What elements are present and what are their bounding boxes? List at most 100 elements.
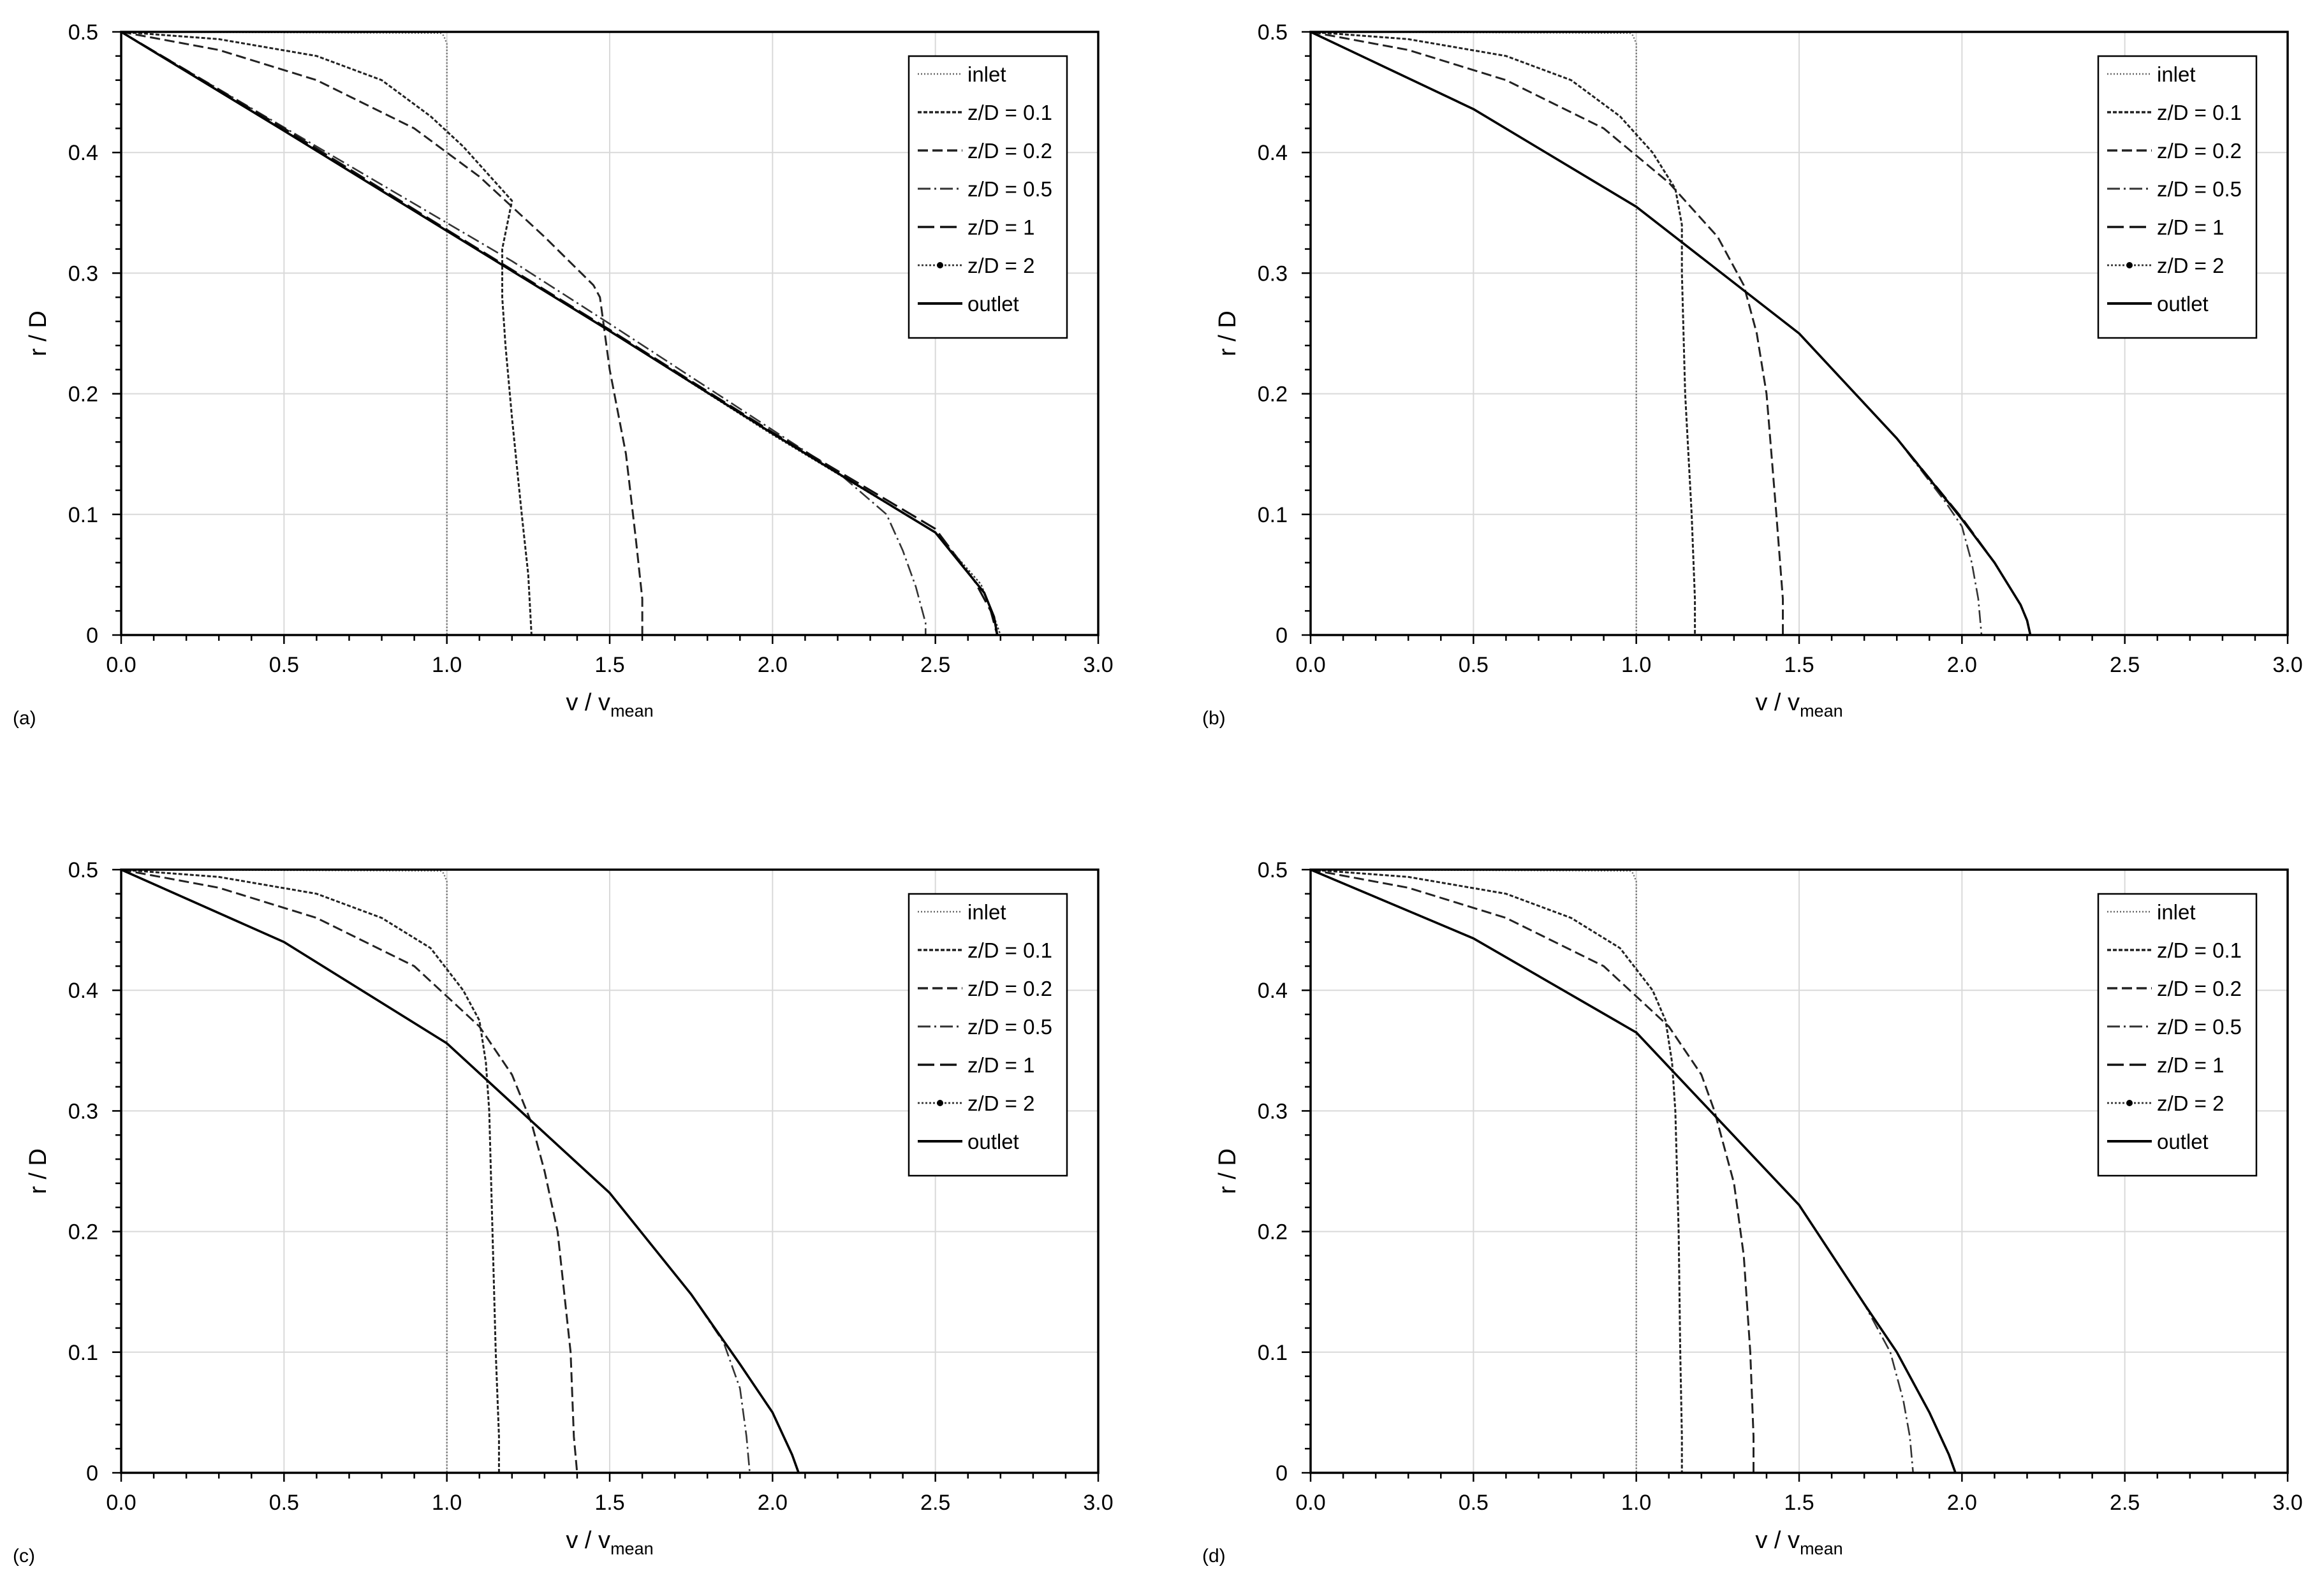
panel-label: (b) [1202, 708, 1226, 729]
x-tick-label: 1.0 [1621, 1491, 1651, 1515]
y-axis-label: r / D [25, 310, 52, 356]
series-line-inlet [121, 868, 448, 1473]
y-tick-label: 0.2 [1258, 1220, 1288, 1245]
panel-label: (a) [13, 708, 36, 729]
y-tick-label: 0.5 [68, 20, 98, 45]
y-axis-label: r / D [1214, 310, 1241, 356]
legend-entry: z/D = 0.5 [967, 1015, 1052, 1039]
legend-marker [937, 262, 943, 268]
legend-entry: inlet [2157, 62, 2196, 86]
legend-marker [2126, 262, 2133, 268]
y-tick-label: 0.2 [1258, 383, 1288, 407]
x-tick-label: 2.5 [2110, 653, 2140, 677]
x-tick-label: 1.5 [594, 1491, 624, 1515]
series-line-inlet [1310, 868, 1637, 1473]
y-tick-label: 0.1 [68, 503, 98, 527]
x-tick-label: 0.5 [269, 653, 299, 677]
legend-box [2097, 55, 2258, 339]
x-tick-label: 3.0 [2272, 1491, 2302, 1515]
series-line-z-d-0-5 [1310, 31, 1983, 636]
series-line-inlet [1310, 31, 1637, 635]
y-tick-label: 0.2 [68, 1220, 98, 1245]
series-line-z-d-2 [1310, 868, 1957, 1473]
series-line-z-d-0-2 [1310, 31, 1784, 635]
series-line-z-d-0-2 [121, 31, 644, 635]
x-tick-label: 2.0 [758, 653, 788, 677]
legend-entry: z/D = 2 [967, 1092, 1034, 1115]
series-line-z-d-0-2 [121, 868, 578, 1473]
series-line-z-d-0-1 [1310, 31, 1696, 635]
chart-panel-3: 0.0 0.5 1.0 1.5 2.0 2.5 3.0 0 0.1 0.2 0.3 0.4 0.5 v /… [13, 858, 1114, 1567]
legend-entry: z/D = 0.1 [2157, 101, 2242, 124]
plot-frame [120, 31, 1099, 636]
y-tick-label: 0.1 [68, 1341, 98, 1365]
x-tick-label: 2.5 [920, 653, 950, 677]
x-tick-label: 1.5 [1784, 1491, 1814, 1515]
series-line-outlet [1310, 31, 2032, 636]
y-tick-label: 0 [86, 1461, 98, 1486]
y-tick-label: 0.3 [1258, 1099, 1288, 1123]
legend-entry: z/D = 0.2 [2157, 139, 2242, 163]
x-axis-label: v / vmean [566, 1527, 653, 1558]
series-line-inlet [121, 31, 448, 635]
series-group [1310, 31, 2032, 636]
x-tick-label: 1.5 [1784, 653, 1814, 677]
series-group [121, 31, 1001, 636]
y-tick-label: 0.4 [1258, 141, 1288, 165]
series-group [1310, 868, 1957, 1473]
x-tick-label: 2.0 [758, 1491, 788, 1515]
y-tick-label: 0.3 [68, 1099, 98, 1123]
y-tick-label: 0 [1276, 624, 1288, 648]
plot-frame [1309, 31, 2289, 636]
x-tick-label: 1.0 [1621, 653, 1651, 677]
legend: inlet z/D = 0.1 z/D = 0.2 z/D = 0.5 z/D = 1 z… [908, 55, 1068, 339]
legend: inlet z/D = 0.1 z/D = 0.2 z/D = 0.5 z/D = 1 z… [908, 893, 1068, 1177]
plot-frame [1309, 868, 2289, 1474]
series-line-z-d-2 [121, 868, 800, 1473]
y-tick-label: 0 [86, 624, 98, 648]
legend-entry: inlet [967, 900, 1006, 924]
legend-entry: z/D = 1 [2157, 216, 2224, 239]
x-tick-label: 0.0 [1295, 653, 1325, 677]
y-tick-label: 0.4 [68, 141, 98, 165]
x-axis-label: v / vmean [1755, 1527, 1842, 1558]
legend-entry: z/D = 1 [967, 216, 1034, 239]
legend-marker [2126, 1100, 2133, 1106]
legend-entry: inlet [2157, 900, 2196, 924]
legend-marker [937, 1100, 943, 1106]
legend-entry: z/D = 0.1 [2157, 939, 2242, 962]
x-tick-label: 0.0 [1295, 1491, 1325, 1515]
x-tick-label: 0.5 [1459, 653, 1489, 677]
x-axis-label: v / vmean [1755, 689, 1842, 720]
legend-entry: z/D = 0.1 [967, 939, 1052, 962]
x-tick-label: 0.0 [106, 1491, 136, 1515]
legend-entry: z/D = 0.5 [967, 177, 1052, 201]
legend-entry: outlet [2157, 1130, 2209, 1153]
legend-entry: z/D = 0.2 [967, 139, 1052, 163]
series-group [121, 868, 800, 1473]
panel-label: (d) [1202, 1545, 1226, 1567]
chart-panel-2: 0.0 0.5 1.0 1.5 2.0 2.5 3.0 0 0.1 0.2 0.3 0.4 0.5 v /… [1202, 20, 2303, 729]
series-line-z-d-0-5 [121, 31, 927, 635]
x-tick-label: 2.5 [2110, 1491, 2140, 1515]
legend-entry: z/D = 0.1 [967, 101, 1052, 124]
x-tick-label: 1.5 [594, 653, 624, 677]
x-tick-label: 0.5 [269, 1491, 299, 1515]
legend-entry: inlet [967, 62, 1006, 86]
legend-entry: z/D = 0.5 [2157, 1015, 2242, 1039]
series-line-z-d-1 [1310, 31, 2032, 636]
series-line-outlet [1310, 868, 1957, 1473]
legend-entry: z/D = 1 [2157, 1053, 2224, 1077]
x-axis-label: v / vmean [566, 689, 653, 720]
plot-frame [120, 868, 1099, 1474]
legend-entry: z/D = 1 [967, 1053, 1034, 1077]
x-tick-label: 2.0 [1947, 653, 1977, 677]
x-tick-label: 3.0 [1083, 1491, 1113, 1515]
y-tick-label: 0.3 [1258, 261, 1288, 286]
legend-entry: z/D = 0.2 [2157, 977, 2242, 1000]
legend-box [908, 55, 1068, 339]
chart-panel-1: 0.0 0.5 1.0 1.5 2.0 2.5 3.0 0 0.1 0.2 0.3 0.4 0.5 v /… [13, 20, 1114, 729]
legend: inlet z/D = 0.1 z/D = 0.2 z/D = 0.5 z/D = 1 z… [2097, 893, 2258, 1177]
x-tick-label: 3.0 [1083, 653, 1113, 677]
